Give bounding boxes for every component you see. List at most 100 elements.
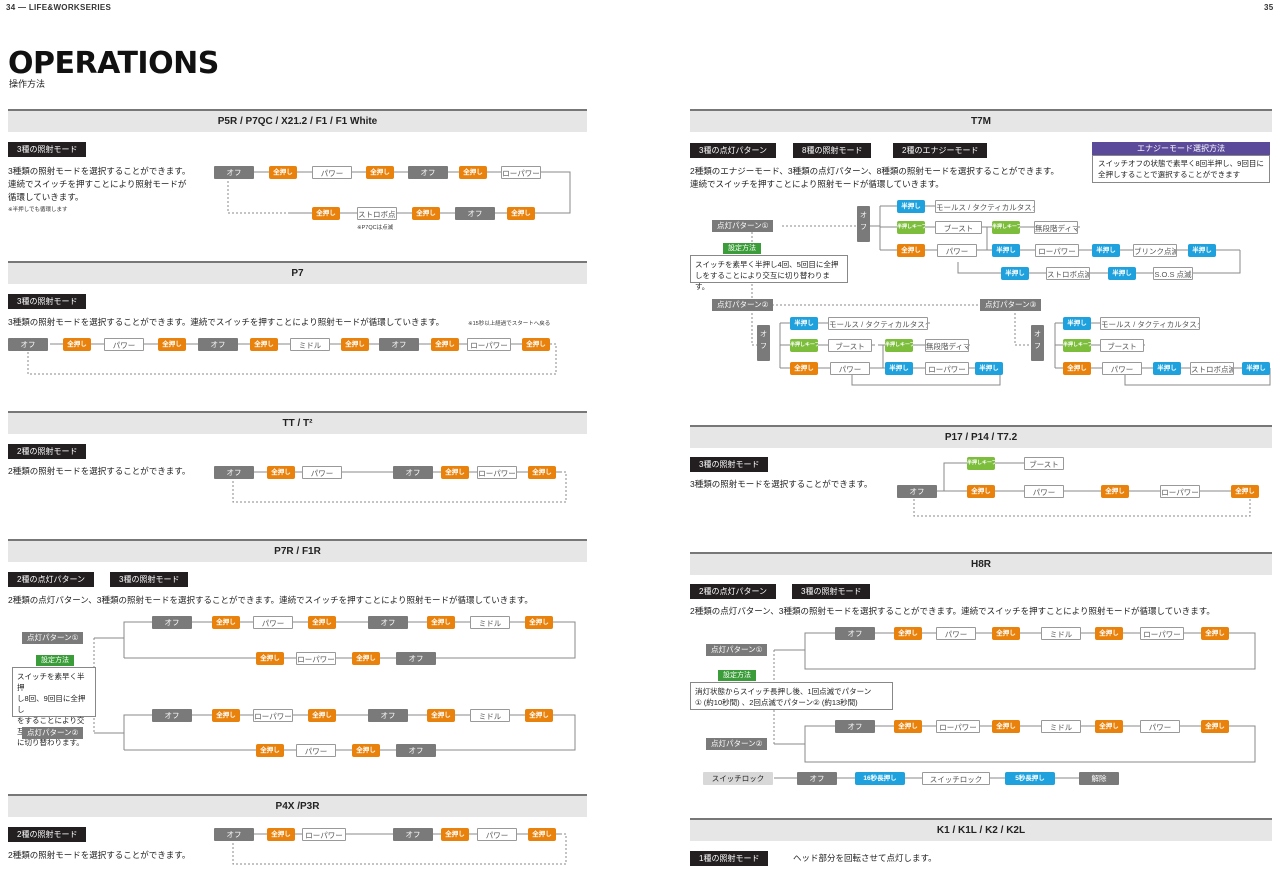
- pattern-tag: 2種の点灯パターン: [8, 572, 95, 587]
- flow-node-unlock: 解除: [1079, 772, 1119, 785]
- setting-method-label: 設定方法: [36, 655, 74, 666]
- pattern-1-label: 点灯パターン①: [712, 220, 774, 232]
- flow-node-full-press: 全押し: [992, 627, 1020, 640]
- flow-node-mid: ミドル: [470, 709, 510, 722]
- flow-node-half-keep: 半押しキープ: [967, 457, 995, 470]
- section-bar-p5r: P5R / P7QC / X21.2 / F1 / F1 White: [8, 109, 587, 132]
- flow-node-boost: ブースト: [1100, 339, 1144, 352]
- flow-node-low-power: ローパワー: [501, 166, 541, 179]
- flow-node-full-press: 全押し: [269, 166, 297, 179]
- flow-node-off-vertical: オフ: [857, 206, 870, 242]
- energy-method-box: スイッチオフの状態で素早く8回半押し、9回目に 全押しすることで選択することができ…: [1092, 155, 1270, 183]
- flow-node-full-press: 全押し: [308, 709, 336, 722]
- page-header-left: 34 — LIFE&WORKSERIES: [6, 3, 112, 12]
- flow-node-boost: ブースト: [828, 339, 872, 352]
- flow-node-full-press: 全押し: [441, 466, 469, 479]
- flow-node-power: パワー: [936, 627, 976, 640]
- mode-tag: 3種の照射モード: [8, 294, 87, 309]
- flow-node-off: オフ: [897, 485, 937, 498]
- flow-node-off: オフ: [152, 616, 192, 629]
- flow-node-half-keep: 半押しキープ: [885, 339, 913, 352]
- energy-tag: 2種のエナジーモード: [893, 143, 988, 158]
- flow-node-morse: モールス / タクティカルタスク: [828, 317, 928, 330]
- mode-tag: 3種の照射モード: [792, 584, 871, 599]
- section-desc: 2種類の点灯パターン、3種類の照射モードを選択することができます。連続でスイッチ…: [8, 595, 533, 605]
- pattern-1-label: 点灯パターン①: [706, 644, 768, 656]
- setting-method-box: スイッチを素早く半押 し8回、9回目に全押し をすることにより交互 に切り替わります。: [12, 667, 96, 747]
- flow-node-full-press: 全押し: [256, 652, 284, 665]
- flow-node-low-power: ローパワー: [477, 466, 517, 479]
- pattern-1-label: 点灯パターン①: [22, 632, 84, 644]
- flow-node-full-press: 全押し: [267, 828, 295, 841]
- section-bar-tt: TT / T²: [8, 411, 587, 434]
- pattern-3-label: 点灯パターン③: [980, 299, 1042, 311]
- flow-node-half-press: 半押し: [1063, 317, 1091, 330]
- flow-node-strobe: ストロボ点滅: [357, 207, 397, 220]
- section-bar-p17: P17 / P14 / T7.2: [690, 425, 1272, 448]
- flow-node-full-press: 全押し: [967, 485, 995, 498]
- flow-node-half-press: 半押し: [885, 362, 913, 375]
- flow-node-off: オフ: [214, 828, 254, 841]
- flow-node-off: オフ: [408, 166, 448, 179]
- flow-node-power: パワー: [104, 338, 144, 351]
- page-number-right: 35: [1264, 3, 1274, 12]
- note: ※P7QCは点滅: [357, 225, 394, 231]
- flow-node-full-press: 全押し: [897, 244, 925, 257]
- flow-node-5s-press: 5秒長押し: [1005, 772, 1055, 785]
- flow-node-full-press: 全押し: [412, 207, 440, 220]
- flow-node-low-power: ローパワー: [1160, 485, 1200, 498]
- flow-node-full-press: 全押し: [894, 720, 922, 733]
- flow-node-power: パワー: [1140, 720, 1180, 733]
- flow-node-sos: S.O.S 点滅: [1153, 267, 1193, 280]
- flow-node-power: パワー: [477, 828, 517, 841]
- flow-node-full-press: 全押し: [1201, 627, 1229, 640]
- flow-node-power: パワー: [937, 244, 977, 257]
- flow-node-power: パワー: [312, 166, 352, 179]
- flow-node-half-press: 半押し: [1188, 244, 1216, 257]
- flow-node-off: オフ: [214, 466, 254, 479]
- flow-node-full-press: 全押し: [427, 616, 455, 629]
- page-subtitle: 操作方法: [9, 79, 46, 89]
- flow-node-full-press: 全押し: [158, 338, 186, 351]
- flow-node-half-press: 半押し: [1001, 267, 1029, 280]
- flow-node-dimmer: 無段階ディマー: [925, 339, 969, 352]
- flow-node-dimmer: 無段階ディマー: [1034, 221, 1078, 234]
- flow-node-full-press: 全押し: [366, 166, 394, 179]
- flow-node-full-press: 全押し: [341, 338, 369, 351]
- flow-node-half-press: 半押し: [897, 200, 925, 213]
- flow-node-off: オフ: [797, 772, 837, 785]
- section-desc: 2種類の点灯パターン、3種類の照射モードを選択することができます。連続でスイッチ…: [690, 606, 1215, 616]
- flow-node-half-keep: 半押しキープ: [790, 339, 818, 352]
- pattern-tag: 2種の点灯パターン: [690, 584, 777, 599]
- flow-node-full-press: 全押し: [528, 466, 556, 479]
- flow-node-half-press: 半押し: [1153, 362, 1181, 375]
- flow-node-low-power: ローパワー: [467, 338, 511, 351]
- flow-node-full-press: 全押し: [522, 338, 550, 351]
- flow-node-full-press: 全押し: [63, 338, 91, 351]
- flow-node-full-press: 全押し: [352, 744, 380, 757]
- section-bar-p4x: P4X /P3R: [8, 794, 587, 817]
- energy-method-label: エナジーモード選択方法: [1092, 142, 1270, 155]
- flow-node-full-press: 全押し: [459, 166, 487, 179]
- flow-node-half-press: 半押し: [992, 244, 1020, 257]
- section-bar-p7r: P7R / F1R: [8, 539, 587, 562]
- section-desc: 3種類の照射モードを選択することができます。連続でスイッチを押すことにより照射モ…: [8, 317, 445, 327]
- pattern-2-label: 点灯パターン②: [22, 727, 84, 739]
- flow-node-low-power: ローパワー: [296, 652, 336, 665]
- section-desc: 3種類の照射モードを選択することができます。: [690, 479, 873, 489]
- flow-node-off: オフ: [455, 207, 495, 220]
- flow-node-full-press: 全押し: [1063, 362, 1091, 375]
- section-desc: ヘッド部分を回転させて点灯します。: [793, 853, 937, 863]
- flow-node-off: オフ: [393, 466, 433, 479]
- flow-node-full-press: 全押し: [1095, 720, 1123, 733]
- flow-node-off: オフ: [396, 652, 436, 665]
- flow-node-mid: ミドル: [290, 338, 330, 351]
- flow-node-low-power: ローパワー: [925, 362, 969, 375]
- flow-node-power: パワー: [830, 362, 870, 375]
- mode-tag: 3種の照射モード: [8, 142, 87, 157]
- flow-node-full-press: 全押し: [250, 338, 278, 351]
- flow-node-full-press: 全押し: [352, 652, 380, 665]
- flow-node-low-power: ローパワー: [1140, 627, 1184, 640]
- flow-node-strobe: ストロボ点滅: [1190, 362, 1234, 375]
- section-desc: 2種類のエナジーモード、3種類の点灯パターン、8種類の照射モードを選択することが…: [690, 166, 1060, 189]
